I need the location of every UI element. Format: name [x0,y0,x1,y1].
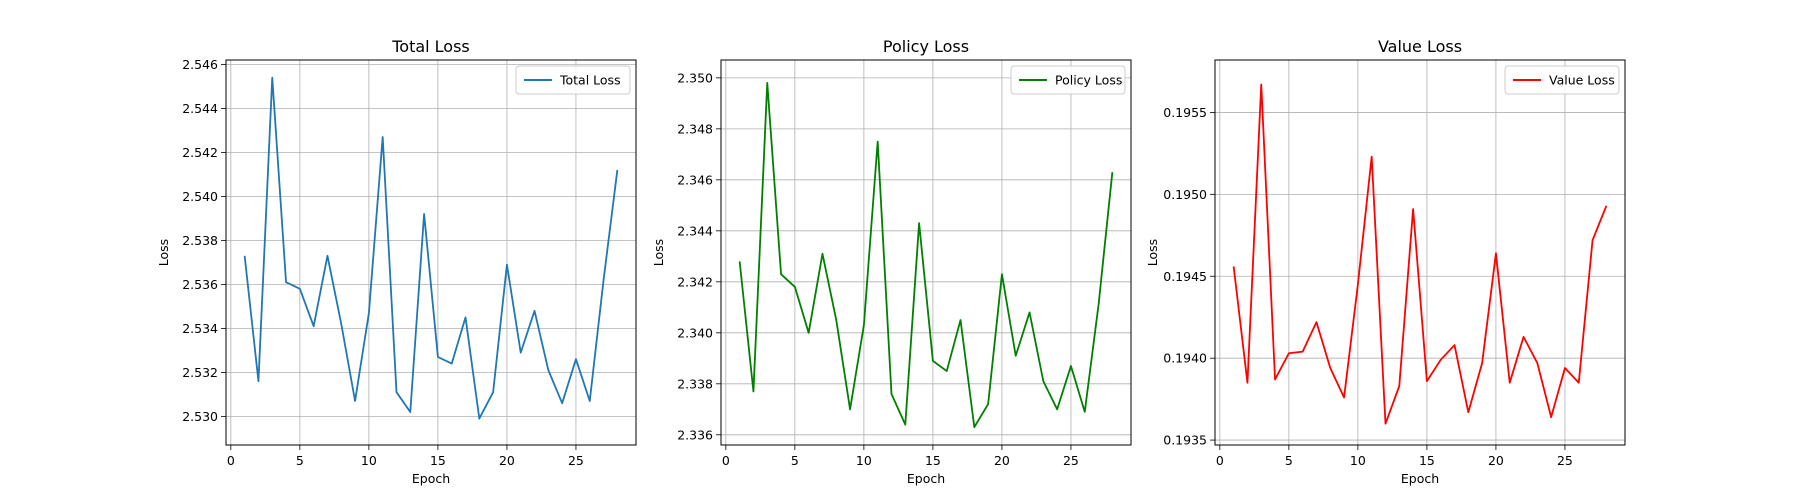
value-loss-ytick-label: 0.1945 [1163,269,1207,284]
policy-loss-ytick-label: 2.346 [677,172,713,187]
policy-loss-xtick-label: 5 [791,453,799,468]
policy-loss-xtick-label: 0 [722,453,730,468]
policy-loss-ytick-label: 2.340 [677,325,713,340]
policy-loss-legend-box [1010,65,1126,95]
value-loss-legend: Value Loss [1504,65,1620,95]
value-loss-xtick-label: 15 [1419,453,1435,468]
total-loss-ytick-label: 2.546 [182,57,218,72]
value-loss-ytick-label: 0.1940 [1163,351,1207,366]
value-loss-xtick-label: 25 [1557,453,1573,468]
total-loss-subplot: 0 5 10 15 20 25 2.530 2.532 2.534 2.536 2.538 2.540… [156,37,637,486]
total-loss-ytick-label: 2.540 [182,189,218,204]
policy-loss-xtick-label: 25 [1063,453,1079,468]
policy-loss-ytick-label: 2.338 [677,376,713,391]
total-loss-xtick-label: 15 [430,453,446,468]
value-loss-ytick-label: 0.1935 [1163,433,1207,448]
total-loss-legend-box [515,65,631,95]
total-loss-xtick-label: 25 [568,453,584,468]
total-loss-xtick-label: 0 [227,453,235,468]
policy-loss-subplot: 0 5 10 15 20 25 2.336 2.338 2.340 2.342 2.344 2.346… [651,37,1132,486]
total-loss-xlabel: Epoch [412,471,450,486]
policy-loss-ytick-label: 2.350 [677,70,713,85]
total-loss-ytick-label: 2.542 [182,145,218,160]
value-loss-xtick-label: 0 [1216,453,1224,468]
total-loss-series-line [243,76,619,420]
policy-loss-legend-label: Policy Loss [1055,73,1122,88]
value-loss-ytick-label: 0.1955 [1163,105,1207,120]
policy-loss-ytick-label: 2.342 [677,274,713,289]
total-loss-ytick-label: 2.530 [182,409,218,424]
total-loss-ytick-label: 2.532 [182,365,218,380]
total-loss-ylabel: Loss [156,239,171,266]
policy-loss-series-line [738,82,1114,429]
policy-loss-ytick-label: 2.336 [677,427,713,442]
value-loss-title: Value Loss [1378,37,1462,56]
policy-loss-ylabel: Loss [651,239,666,266]
total-loss-legend: Total Loss [515,65,631,95]
value-loss-axes-frame [1214,59,1626,446]
total-loss-xtick-label: 10 [361,453,377,468]
policy-loss-ytick-label: 2.348 [677,121,713,136]
value-loss-legend-box [1504,65,1620,95]
policy-loss-axes-frame [720,59,1132,446]
total-loss-ytick-label: 2.534 [182,321,218,336]
total-loss-axes-frame [225,59,637,446]
policy-loss-legend: Policy Loss [1010,65,1126,95]
total-loss-ytick-label: 2.536 [182,277,218,292]
policy-loss-title: Policy Loss [883,37,969,56]
policy-loss-xtick-label: 10 [856,453,872,468]
policy-loss-ytick-label: 2.344 [677,223,713,238]
total-loss-xtick-label: 20 [499,453,515,468]
value-loss-xtick-label: 5 [1285,453,1293,468]
total-loss-ytick-label: 2.544 [182,101,218,116]
value-loss-subplot: 0 5 10 15 20 25 0.1935 0.1940 0.1945 0.1950 0.1955… [1145,37,1626,486]
value-loss-series-line [1232,83,1608,425]
total-loss-ytick-label: 2.538 [182,233,218,248]
total-loss-legend-label: Total Loss [559,73,621,88]
total-loss-xtick-label: 5 [296,453,304,468]
total-loss-title: Total Loss [391,37,470,56]
value-loss-ylabel: Loss [1145,239,1160,266]
value-loss-ytick-label: 0.1950 [1163,187,1207,202]
value-loss-xtick-label: 20 [1488,453,1504,468]
value-loss-xlabel: Epoch [1401,471,1439,486]
policy-loss-xtick-label: 20 [994,453,1010,468]
policy-loss-xtick-label: 15 [925,453,941,468]
policy-loss-xlabel: Epoch [907,471,945,486]
value-loss-xtick-label: 10 [1350,453,1366,468]
value-loss-legend-label: Value Loss [1549,73,1615,88]
